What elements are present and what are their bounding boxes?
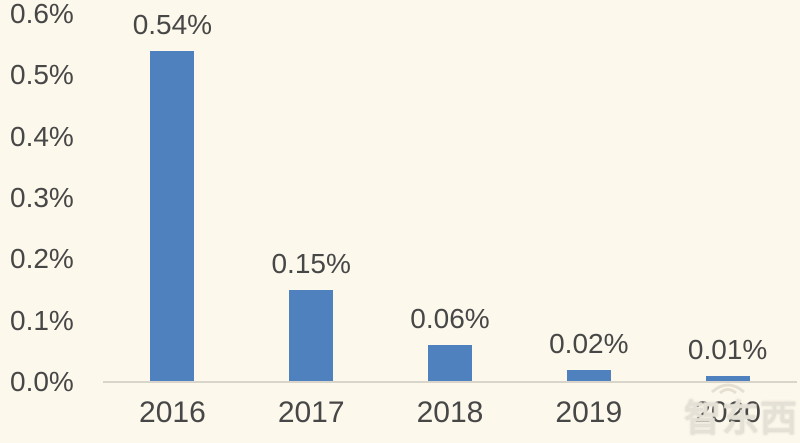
bar-2017 bbox=[289, 290, 334, 382]
y-tick-label: 0.0% bbox=[10, 366, 74, 397]
bar-2020 bbox=[705, 375, 750, 382]
x-tick-label-2017: 2017 bbox=[277, 396, 345, 429]
y-tick-label: 0.6% bbox=[10, 0, 74, 29]
x-axis-line bbox=[103, 381, 797, 383]
data-label-2017: 0.15% bbox=[271, 248, 351, 279]
y-tick-label: 0.3% bbox=[10, 182, 74, 213]
bar-2019 bbox=[566, 369, 611, 382]
data-label-2020: 0.01% bbox=[687, 333, 768, 365]
data-label-2016: 0.54% bbox=[132, 8, 213, 40]
x-tick-label-2020: 2020 bbox=[694, 396, 761, 429]
y-tick-label: 0.5% bbox=[10, 59, 74, 91]
bar-2016 bbox=[150, 50, 195, 382]
x-tick-label-2019: 2019 bbox=[555, 396, 623, 429]
y-tick-label: 0.1% bbox=[10, 304, 74, 336]
data-label-2018: 0.06% bbox=[410, 303, 490, 335]
y-tick-label: 0.4% bbox=[10, 120, 74, 152]
y-tick-label: 0.2% bbox=[10, 243, 74, 275]
x-tick-label-2016: 2016 bbox=[139, 396, 206, 429]
data-label-2019: 0.02% bbox=[549, 327, 629, 359]
x-tick-label-2018: 2018 bbox=[416, 396, 484, 429]
bar-2018 bbox=[428, 345, 472, 382]
